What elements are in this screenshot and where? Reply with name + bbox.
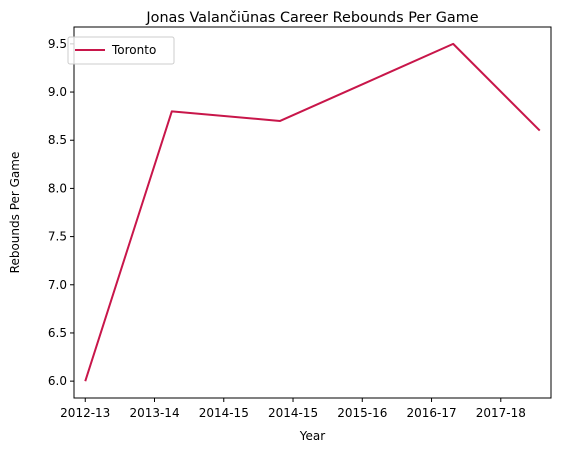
series-line-toronto	[84, 42, 541, 382]
x-tick-label: 2012-13	[60, 406, 110, 420]
x-axis-label: Year	[299, 429, 325, 443]
legend: Toronto	[67, 36, 175, 65]
x-tick-label: 2016-17	[406, 406, 456, 420]
y-tick-label: 7.0	[48, 278, 67, 292]
legend-label: Toronto	[111, 43, 156, 57]
x-axis: 2012-13 2013-14 2014-15 2014-15 2015-16 2016-…	[60, 398, 526, 420]
series-layer	[84, 42, 541, 382]
y-tick-label: 6.0	[48, 374, 67, 388]
x-tick-label: 2015-16	[337, 406, 387, 420]
x-tick-label: 2014-15	[199, 406, 249, 420]
y-tick-label: 8.0	[48, 181, 67, 195]
legend-box	[67, 36, 175, 65]
y-tick-label: 8.5	[48, 133, 67, 147]
x-tick-label: 2013-14	[129, 406, 179, 420]
chart-title: Jonas Valančiūnas Career Rebounds Per Ga…	[145, 10, 478, 26]
y-axis: 6.0 6.5 7.0 7.5 8.0 8.5 9.0 9.5	[48, 37, 74, 388]
x-tick-label: 2014-15	[268, 406, 318, 420]
x-tick-label: 2017-18	[476, 406, 526, 420]
y-tick-label: 9.5	[48, 37, 67, 51]
y-tick-label: 7.5	[48, 230, 67, 244]
y-tick-label: 6.5	[48, 326, 67, 340]
y-axis-label: Rebounds Per Game	[8, 152, 22, 274]
y-tick-label: 9.0	[48, 85, 67, 99]
plot-area	[73, 26, 552, 399]
